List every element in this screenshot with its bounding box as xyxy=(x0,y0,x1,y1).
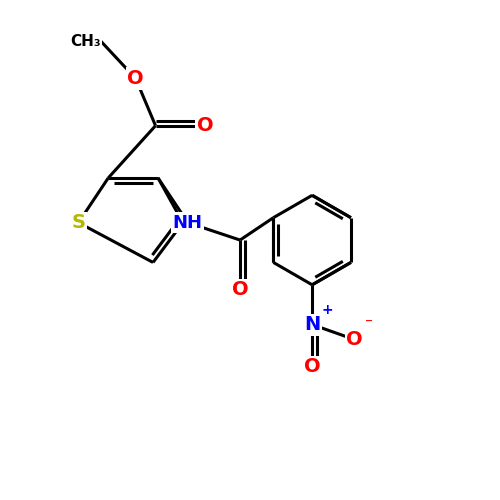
Text: O: O xyxy=(232,280,248,299)
Text: N: N xyxy=(304,315,320,334)
Text: CH₃: CH₃ xyxy=(70,34,101,48)
Text: O: O xyxy=(197,116,214,135)
Text: O: O xyxy=(346,330,362,349)
Text: +: + xyxy=(321,302,332,316)
Text: O: O xyxy=(304,358,320,376)
Text: S: S xyxy=(72,213,86,232)
Text: O: O xyxy=(128,69,144,88)
Text: ⁻: ⁻ xyxy=(366,316,374,332)
Text: NH: NH xyxy=(173,214,203,232)
